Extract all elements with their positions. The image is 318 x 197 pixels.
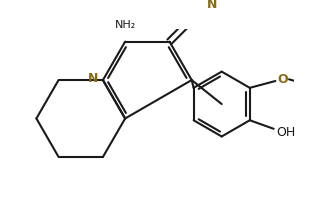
Text: O: O [277, 73, 287, 86]
Text: NH₂: NH₂ [114, 20, 136, 30]
Text: N: N [207, 0, 218, 11]
Text: OH: OH [276, 126, 295, 139]
Text: N: N [87, 72, 98, 85]
